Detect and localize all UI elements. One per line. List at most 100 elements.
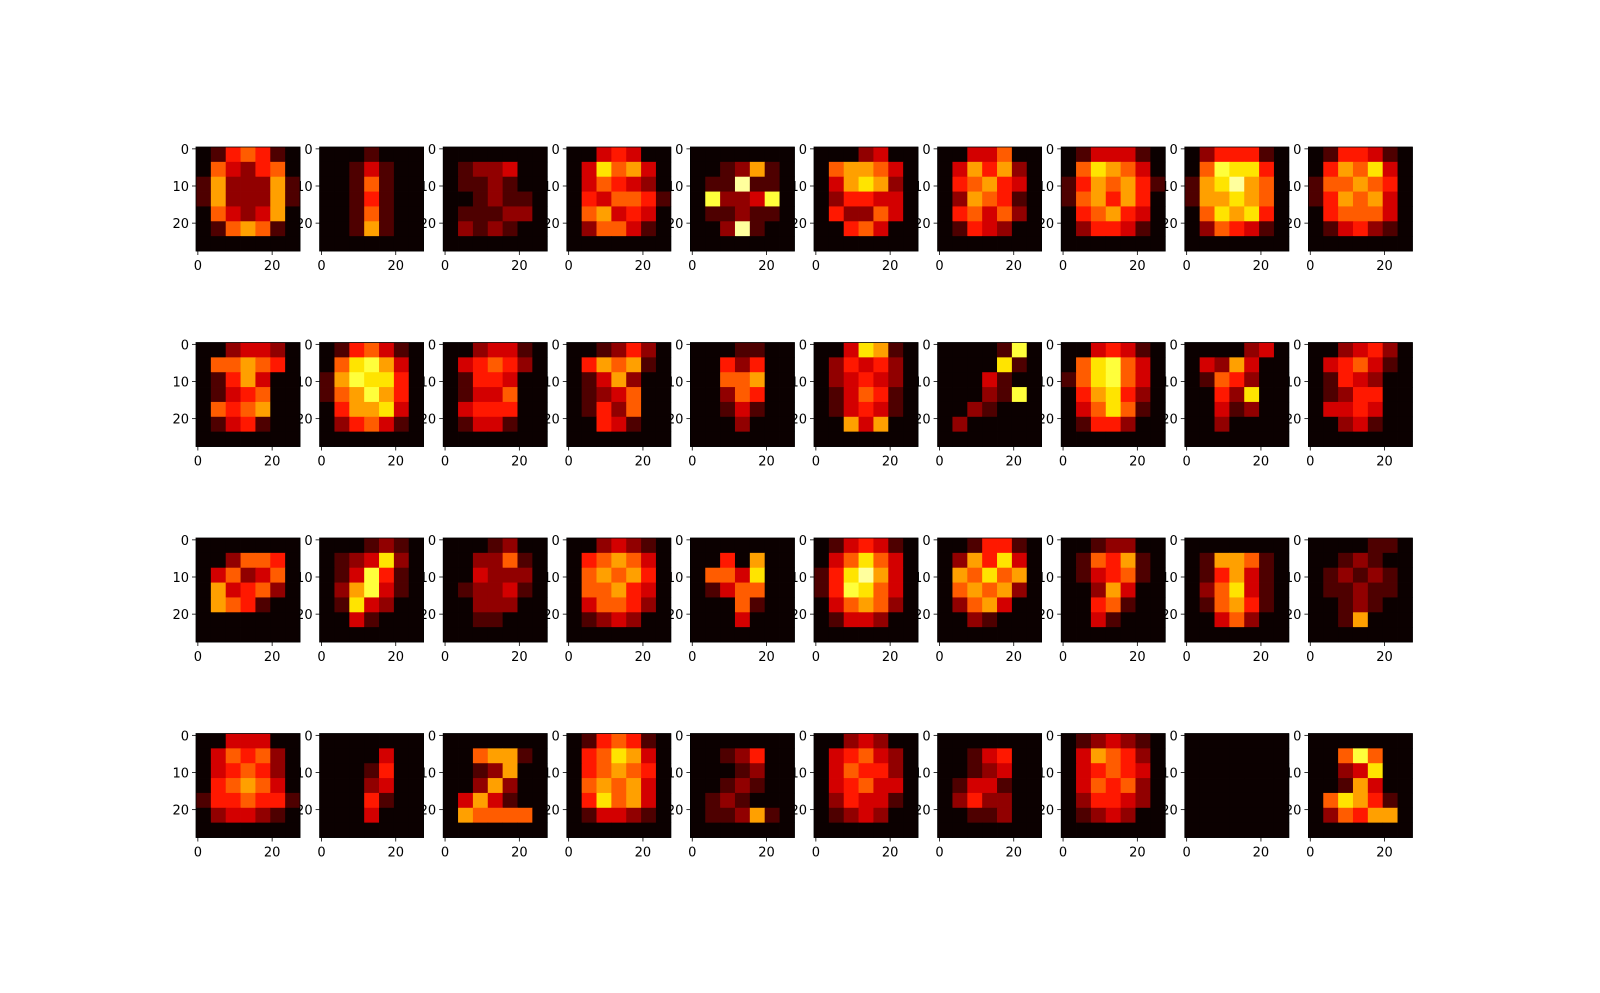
heatmap-cell <box>952 582 968 598</box>
heatmap-cell <box>364 221 380 237</box>
heatmap-cell <box>1308 538 1324 554</box>
heatmap-cell <box>517 822 533 838</box>
heatmap-cell <box>1199 822 1215 838</box>
heatmap-cell <box>952 236 968 252</box>
heatmap-cell <box>952 627 968 643</box>
heatmap-cell <box>1214 372 1230 388</box>
heatmap-cell <box>319 552 335 569</box>
heatmap-cell <box>1244 416 1260 433</box>
heatmap-cell <box>1090 416 1107 433</box>
heatmap-cell <box>1076 206 1092 222</box>
heatmap-cell <box>458 597 474 613</box>
heatmap-cell <box>502 357 518 373</box>
heatmap-cell <box>720 538 736 554</box>
axes-frame <box>1060 342 1166 447</box>
heatmap-cell <box>1120 748 1136 764</box>
heatmap-cell <box>225 763 241 779</box>
heatmap-cell <box>749 191 766 207</box>
heatmap-cell <box>997 567 1013 583</box>
heatmap-cell <box>690 792 706 809</box>
heatmap-cell <box>1026 401 1042 418</box>
heatmap-cell <box>1352 792 1369 809</box>
heatmap-cell <box>828 733 845 749</box>
heatmap-cell <box>1308 763 1324 779</box>
heatmap-cell <box>270 191 286 207</box>
heatmap-cell <box>952 342 968 358</box>
x-tick-label: 0 <box>441 650 449 665</box>
heatmap-image <box>196 342 301 447</box>
heatmap-cell <box>982 778 998 794</box>
heatmap-cell <box>1150 733 1166 749</box>
heatmap-cell <box>1397 416 1413 433</box>
heatmap-cell <box>814 342 830 358</box>
x-tick-label: 20 <box>1005 846 1022 861</box>
heatmap-cell <box>1184 342 1201 358</box>
y-tick-label: 20 <box>172 217 189 232</box>
heatmap-cell <box>764 161 780 178</box>
heatmap-cell <box>1061 807 1077 824</box>
heatmap-cell <box>779 552 795 569</box>
heatmap-cell <box>828 597 845 613</box>
heatmap-cell <box>379 552 395 569</box>
heatmap-cell <box>1214 597 1230 613</box>
heatmap-cell <box>734 401 751 418</box>
x-tick-label: 0 <box>317 650 325 665</box>
heatmap-cell <box>1308 552 1324 569</box>
heatmap-cell <box>393 221 410 237</box>
heatmap-cell <box>1382 191 1398 207</box>
heatmap-cell <box>1105 807 1122 824</box>
heatmap-cell <box>1244 538 1260 554</box>
x-tick-label: 0 <box>194 650 202 665</box>
heatmap-cell <box>1229 822 1245 838</box>
heatmap-cell <box>779 401 795 418</box>
heatmap-cell <box>349 357 365 373</box>
heatmap-cell <box>1184 552 1201 569</box>
heatmap-cell <box>443 733 459 749</box>
x-tick-label: 20 <box>758 455 775 470</box>
heatmap-cell <box>779 538 795 554</box>
heatmap-cell <box>843 612 859 628</box>
heatmap-cell <box>705 161 721 178</box>
heatmap-cell <box>285 778 301 794</box>
heatmap-cell <box>225 778 241 794</box>
heatmap-cell <box>873 191 889 207</box>
heatmap-cell <box>858 372 874 388</box>
heatmap-cell <box>472 401 489 418</box>
heatmap-cell <box>1120 597 1136 613</box>
heatmap-cell <box>379 538 395 554</box>
heatmap-cell <box>720 147 736 163</box>
heatmap-cell <box>566 612 583 628</box>
heatmap-image <box>814 342 919 447</box>
heatmap-cell <box>982 176 998 192</box>
heatmap-cell <box>393 357 410 373</box>
heatmap-cell <box>349 582 365 598</box>
heatmap-cell <box>472 236 489 252</box>
heatmap-cell <box>349 733 365 749</box>
heatmap-image <box>1308 538 1413 643</box>
x-tick-label: 0 <box>317 846 325 861</box>
heatmap-cell <box>240 612 256 628</box>
heatmap-cell <box>566 431 583 447</box>
heatmap-cell <box>779 748 795 764</box>
heatmap-cell <box>1090 161 1107 178</box>
heatmap-cell <box>581 778 597 794</box>
heatmap-cell <box>982 763 998 779</box>
heatmap-cell <box>596 357 612 373</box>
heatmap-cell <box>814 733 830 749</box>
heatmap-cell <box>1397 206 1413 222</box>
heatmap-cell <box>843 778 859 794</box>
heatmap-cell <box>1120 147 1136 163</box>
heatmap-cell <box>581 538 597 554</box>
heatmap-cell <box>690 147 706 163</box>
heatmap-cell <box>270 567 286 583</box>
x-tick-label: 0 <box>935 455 943 470</box>
heatmap-cell <box>903 191 919 207</box>
heatmap-cell <box>641 582 657 598</box>
heatmap-cell <box>952 176 968 192</box>
axes-frame <box>195 537 301 643</box>
heatmap-cell <box>1011 627 1028 643</box>
heatmap-cell <box>566 763 583 779</box>
heatmap-cell <box>581 387 597 403</box>
x-tick-label: 20 <box>1253 259 1270 274</box>
heatmap-cell <box>967 748 983 764</box>
